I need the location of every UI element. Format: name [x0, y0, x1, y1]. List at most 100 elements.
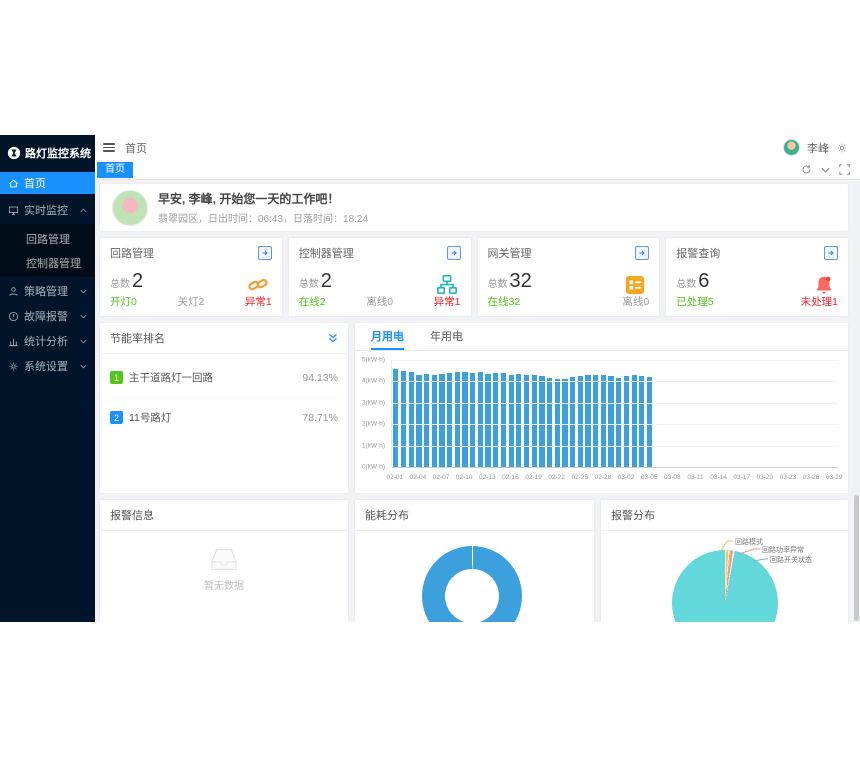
bar-slot — [799, 360, 807, 467]
bar[interactable] — [423, 373, 430, 467]
x-tick-label: 03-05 — [640, 474, 658, 481]
sidebar-item-strategy[interactable]: 策略管理 — [0, 280, 95, 302]
bar[interactable] — [577, 375, 583, 467]
bar[interactable] — [616, 377, 622, 467]
bar[interactable] — [393, 369, 399, 467]
stat-label: 未处理 — [800, 296, 833, 308]
sidebar-item-fault-alarm[interactable]: 故障报警 — [0, 305, 95, 327]
bar[interactable] — [608, 375, 614, 467]
bar-slot — [707, 360, 715, 467]
bar[interactable] — [585, 374, 591, 467]
rank-name: 11号路灯 — [129, 412, 172, 424]
energy-distribution-title: 能耗分布 — [365, 510, 409, 522]
bar[interactable] — [485, 373, 491, 467]
fullscreen-icon[interactable] — [839, 164, 850, 175]
bar-slot — [454, 360, 462, 467]
tab-home[interactable]: 首页 — [97, 161, 133, 178]
bar[interactable] — [447, 372, 453, 467]
bar[interactable] — [439, 374, 445, 467]
bar-slot — [561, 360, 569, 467]
sidebar-item-home[interactable]: 首页 — [0, 172, 95, 194]
bar[interactable] — [562, 378, 568, 467]
ranking-list: 1 主干道路灯一回路 94.13% 2 11号路灯 78.71% — [100, 354, 348, 437]
greeting-avatar — [112, 189, 148, 226]
goto-arrow-icon[interactable] — [446, 246, 461, 260]
goto-arrow-icon[interactable] — [635, 246, 650, 260]
goto-arrow-icon[interactable] — [257, 246, 272, 260]
x-tick-label: 03-08 — [663, 474, 681, 481]
bar-slot — [477, 360, 485, 467]
bar[interactable] — [600, 374, 607, 467]
alarm-pie[interactable] — [672, 550, 778, 622]
user-name[interactable]: 李峰 — [807, 142, 829, 155]
sidebar-item-loop-management[interactable]: 回路管理 — [0, 227, 95, 250]
bar[interactable] — [431, 374, 437, 467]
bar[interactable] — [408, 371, 414, 467]
bar[interactable] — [400, 370, 407, 467]
sidebar-item-label: 首页 — [24, 178, 46, 190]
stat-label: 离线 — [622, 296, 644, 308]
sidebar-item-controller-management[interactable]: 控制器管理 — [0, 251, 95, 274]
bar[interactable] — [554, 379, 560, 467]
bar-slot — [446, 360, 454, 467]
bar[interactable] — [623, 376, 630, 467]
main-area: 首页 李峰 首页 — [95, 135, 860, 622]
bar-slot — [461, 360, 469, 467]
stat-label: 异常 — [244, 296, 266, 308]
stat-card-title: 报警查询 — [676, 248, 721, 260]
bar[interactable] — [523, 374, 530, 467]
bar[interactable] — [593, 375, 599, 467]
alarm-info-title: 报警信息 — [110, 510, 154, 522]
bar[interactable] — [462, 371, 468, 467]
x-tick-label: 02-01 — [386, 474, 404, 481]
refresh-icon[interactable] — [801, 164, 812, 175]
bar[interactable] — [416, 374, 422, 467]
bar-slot — [784, 360, 792, 467]
gridline — [392, 360, 838, 361]
bar-slot — [546, 360, 554, 467]
bar-slot — [584, 360, 592, 467]
bar-slot — [469, 360, 477, 467]
bar[interactable] — [516, 373, 522, 467]
top-header: 首页 李峰 — [95, 135, 860, 160]
pie-label: 回路模式 — [735, 539, 763, 546]
bottom-row: 报警信息 暂无数据 能耗分布 报警分布 — [100, 500, 848, 622]
bar[interactable] — [539, 375, 545, 467]
sidebar-item-realtime-monitor[interactable]: 实时监控 — [0, 199, 95, 221]
bar-slot — [623, 360, 631, 467]
sidebar-item-statistics[interactable]: 统计分析 — [0, 330, 95, 352]
bar[interactable] — [631, 374, 637, 467]
ranking-row[interactable]: 1 主干道路灯一回路 94.13% — [110, 358, 338, 398]
bar[interactable] — [477, 372, 484, 467]
goto-arrow-icon[interactable] — [824, 246, 838, 260]
chevron-down-icon[interactable] — [821, 167, 830, 173]
bar-slot — [715, 360, 723, 467]
scrollbar[interactable] — [854, 495, 859, 621]
stat-value: 0 — [131, 296, 137, 308]
ranking-row[interactable]: 2 11号路灯 78.71% — [110, 398, 338, 437]
bar[interactable] — [454, 372, 460, 467]
bar[interactable] — [546, 377, 553, 467]
sidebar-item-label: 策略管理 — [24, 286, 68, 298]
bar[interactable] — [646, 376, 653, 467]
sitemap-icon — [436, 274, 458, 296]
menu-collapse-icon[interactable] — [103, 143, 115, 152]
settings-gear-icon[interactable] — [836, 142, 848, 154]
rank-badge: 1 — [110, 371, 123, 384]
bar[interactable] — [470, 372, 476, 467]
bar[interactable] — [639, 375, 645, 467]
double-chevron-down-icon[interactable] — [328, 333, 338, 343]
bar[interactable] — [570, 377, 576, 467]
bar[interactable] — [493, 372, 499, 467]
bar[interactable] — [500, 373, 507, 467]
gridline — [392, 445, 838, 447]
user-avatar[interactable] — [783, 139, 800, 156]
bar[interactable] — [531, 374, 537, 467]
energy-distribution-card: 能耗分布 — [355, 500, 594, 622]
bar[interactable] — [508, 374, 514, 467]
tab-monthly-energy[interactable]: 月用电 — [371, 323, 404, 350]
sidebar-item-settings[interactable]: 系统设置 — [0, 355, 95, 377]
empty-inbox-icon — [211, 549, 237, 570]
tab-yearly-energy[interactable]: 年用电 — [430, 330, 463, 343]
breadcrumb[interactable]: 首页 — [125, 142, 147, 155]
